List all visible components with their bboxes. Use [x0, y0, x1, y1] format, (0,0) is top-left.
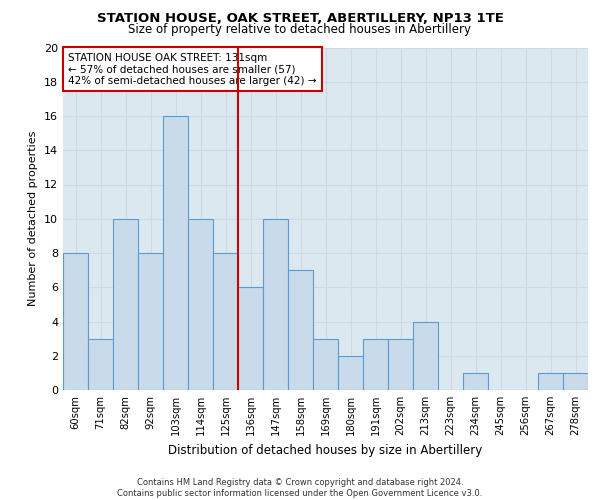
Bar	[563, 373, 588, 390]
X-axis label: Distribution of detached houses by size in Abertillery: Distribution of detached houses by size …	[169, 444, 482, 456]
Text: STATION HOUSE, OAK STREET, ABERTILLERY, NP13 1TE: STATION HOUSE, OAK STREET, ABERTILLERY, …	[97, 12, 503, 26]
Bar	[163, 116, 188, 390]
Text: STATION HOUSE OAK STREET: 131sqm
← 57% of detached houses are smaller (57)
42% o: STATION HOUSE OAK STREET: 131sqm ← 57% o…	[68, 52, 317, 86]
Bar	[188, 219, 213, 390]
Text: Size of property relative to detached houses in Abertillery: Size of property relative to detached ho…	[128, 24, 472, 36]
Y-axis label: Number of detached properties: Number of detached properties	[28, 131, 38, 306]
Bar	[538, 373, 563, 390]
Bar	[238, 287, 263, 390]
Text: Contains HM Land Registry data © Crown copyright and database right 2024.
Contai: Contains HM Land Registry data © Crown c…	[118, 478, 482, 498]
Bar	[113, 219, 138, 390]
Bar	[63, 253, 88, 390]
Bar	[413, 322, 438, 390]
Bar	[463, 373, 488, 390]
Bar	[313, 338, 338, 390]
Bar	[338, 356, 363, 390]
Bar	[363, 338, 388, 390]
Bar	[388, 338, 413, 390]
Bar	[288, 270, 313, 390]
Bar	[263, 219, 288, 390]
Bar	[138, 253, 163, 390]
Bar	[88, 338, 113, 390]
Bar	[213, 253, 238, 390]
